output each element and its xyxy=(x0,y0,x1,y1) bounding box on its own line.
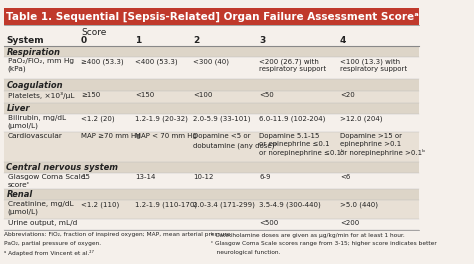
Text: 3: 3 xyxy=(259,36,265,45)
Text: PaO₂/FiO₂, mm Hg
(kPa): PaO₂/FiO₂, mm Hg (kPa) xyxy=(8,58,73,73)
FancyBboxPatch shape xyxy=(4,189,419,200)
Text: <20: <20 xyxy=(340,92,355,98)
Text: Table 1. Sequential [Sepsis-Related] Organ Failure Assessment Scoreᵃ: Table 1. Sequential [Sepsis-Related] Org… xyxy=(6,11,419,22)
Text: <100 (13.3) with
respiratory support: <100 (13.3) with respiratory support xyxy=(340,58,407,73)
Text: Dopamine >15 or
epinephrine >0.1
or norepinephrine >0.1ᵇ: Dopamine >15 or epinephrine >0.1 or nore… xyxy=(340,133,425,156)
Text: ᵇ Catecholamine doses are given as μg/kg/min for at least 1 hour.: ᵇ Catecholamine doses are given as μg/kg… xyxy=(211,232,405,238)
Text: 6-9: 6-9 xyxy=(259,174,271,180)
Text: 2: 2 xyxy=(193,36,199,45)
Text: 1: 1 xyxy=(135,36,141,45)
Text: Creatinine, mg/dL
(μmol/L): Creatinine, mg/dL (μmol/L) xyxy=(8,201,73,215)
Text: Score: Score xyxy=(81,28,106,37)
Text: 3.5-4.9 (300-440): 3.5-4.9 (300-440) xyxy=(259,201,321,208)
Text: neurological function.: neurological function. xyxy=(211,250,281,255)
Text: Urine output, mL/d: Urine output, mL/d xyxy=(8,220,77,225)
Text: Liver: Liver xyxy=(6,104,30,113)
FancyBboxPatch shape xyxy=(4,114,419,132)
Text: <1.2 (110): <1.2 (110) xyxy=(81,201,119,208)
Text: 4: 4 xyxy=(340,36,346,45)
Text: <50: <50 xyxy=(259,92,274,98)
Text: 13-14: 13-14 xyxy=(135,174,155,180)
Text: Renal: Renal xyxy=(6,190,33,200)
Text: Coagulation: Coagulation xyxy=(6,81,63,90)
Text: <200 (26.7) with
respiratory support: <200 (26.7) with respiratory support xyxy=(259,58,326,73)
Text: Respiration: Respiration xyxy=(6,48,60,56)
FancyBboxPatch shape xyxy=(4,8,419,25)
FancyBboxPatch shape xyxy=(4,200,419,219)
Text: PaO₂, partial pressure of oxygen.: PaO₂, partial pressure of oxygen. xyxy=(4,241,101,246)
Text: System: System xyxy=(6,36,44,45)
Text: <6: <6 xyxy=(340,174,350,180)
Text: 10-12: 10-12 xyxy=(193,174,213,180)
Text: MAP ≥70 mm Hg: MAP ≥70 mm Hg xyxy=(81,133,141,139)
FancyBboxPatch shape xyxy=(4,162,419,173)
Text: ≥150: ≥150 xyxy=(81,92,100,98)
Text: 0: 0 xyxy=(81,36,87,45)
Text: ᵃ Adapted from Vincent et al.²⁷: ᵃ Adapted from Vincent et al.²⁷ xyxy=(4,250,94,256)
Text: >12.0 (204): >12.0 (204) xyxy=(340,115,383,122)
Text: >5.0 (440): >5.0 (440) xyxy=(340,201,378,208)
Text: 1.2-1.9 (110-170): 1.2-1.9 (110-170) xyxy=(135,201,197,208)
Text: <150: <150 xyxy=(135,92,154,98)
FancyBboxPatch shape xyxy=(4,57,419,79)
Text: 6.0-11.9 (102-204): 6.0-11.9 (102-204) xyxy=(259,115,326,122)
FancyBboxPatch shape xyxy=(4,79,419,91)
Text: <1.2 (20): <1.2 (20) xyxy=(81,115,115,122)
FancyBboxPatch shape xyxy=(4,103,419,114)
Text: Dopamine 5.1-15
or epinephrine ≤0.1
or norepinephrine ≤0.1ᵇ: Dopamine 5.1-15 or epinephrine ≤0.1 or n… xyxy=(259,133,344,156)
Text: <100: <100 xyxy=(193,92,212,98)
Text: Bilirubin, mg/dL
(μmol/L): Bilirubin, mg/dL (μmol/L) xyxy=(8,115,66,129)
Text: <200: <200 xyxy=(340,220,359,225)
Text: Central nervous system: Central nervous system xyxy=(6,163,118,172)
Text: ᶜ Glasgow Coma Scale scores range from 3-15; higher score indicates better: ᶜ Glasgow Coma Scale scores range from 3… xyxy=(211,241,437,246)
Text: MAP < 70 mm Hg: MAP < 70 mm Hg xyxy=(135,133,197,139)
Text: Abbreviations: FiO₂, fraction of inspired oxygen; MAP, mean arterial pressure;: Abbreviations: FiO₂, fraction of inspire… xyxy=(4,232,233,237)
FancyBboxPatch shape xyxy=(4,173,419,189)
Text: <500: <500 xyxy=(259,220,278,225)
FancyBboxPatch shape xyxy=(4,132,419,162)
Text: ≥400 (53.3): ≥400 (53.3) xyxy=(81,58,124,65)
Text: Cardiovascular: Cardiovascular xyxy=(8,133,63,139)
Text: 15: 15 xyxy=(81,174,90,180)
Text: 2.0-3.4 (171-299): 2.0-3.4 (171-299) xyxy=(193,201,255,208)
Text: Platelets, ×10³/μL: Platelets, ×10³/μL xyxy=(8,92,74,99)
FancyBboxPatch shape xyxy=(4,91,419,103)
FancyBboxPatch shape xyxy=(4,46,419,57)
Text: 2.0-5.9 (33-101): 2.0-5.9 (33-101) xyxy=(193,115,250,122)
Text: <300 (40): <300 (40) xyxy=(193,58,229,65)
Text: <400 (53.3): <400 (53.3) xyxy=(135,58,177,65)
Text: Glasgow Coma Scale
scoreᶜ: Glasgow Coma Scale scoreᶜ xyxy=(8,174,85,187)
Text: 1.2-1.9 (20-32): 1.2-1.9 (20-32) xyxy=(135,115,188,122)
FancyBboxPatch shape xyxy=(4,219,419,230)
Text: Dopamine <5 or
dobutamine (any dose)ᵇ: Dopamine <5 or dobutamine (any dose)ᵇ xyxy=(193,133,277,149)
